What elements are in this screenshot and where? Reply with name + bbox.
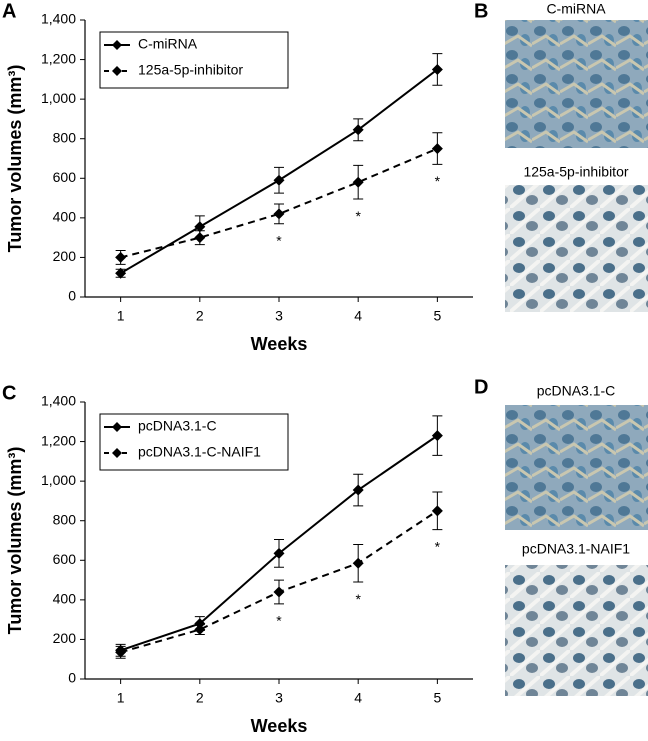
marker (194, 232, 206, 244)
legend-marker (112, 40, 122, 50)
y-tick-label: 1,200 (41, 50, 76, 66)
x-tick-label: 4 (354, 690, 362, 706)
marker (352, 124, 364, 136)
x-tick-label: 3 (275, 690, 283, 706)
x-tick-label: 1 (117, 308, 125, 324)
x-tick-label: 1 (117, 690, 125, 706)
y-tick-label: 0 (68, 288, 76, 304)
marker (352, 557, 364, 569)
image-caption: 125a-5p-inhibitor (523, 164, 628, 180)
x-tick-label: 5 (433, 308, 441, 324)
y-tick-label: 400 (53, 209, 77, 225)
marker (115, 251, 127, 263)
series-line (120, 147, 438, 259)
marker (194, 221, 206, 233)
panel-label: C (2, 382, 16, 404)
legend-marker (112, 66, 122, 76)
marker (431, 143, 443, 155)
panel-label: D (474, 376, 488, 398)
legend-label: pcDNA3.1-C (138, 418, 217, 434)
x-axis-label: Weeks (251, 716, 308, 736)
micrograph (505, 405, 648, 530)
y-tick-label: 1,000 (41, 90, 76, 106)
legend-box (99, 31, 289, 89)
annotation: * (276, 232, 282, 248)
annotation: * (355, 591, 361, 607)
marker (194, 618, 206, 630)
marker (352, 176, 364, 188)
legend-label: 125a-5p-inhibitor (138, 62, 243, 78)
marker (431, 430, 443, 442)
x-tick-label: 5 (433, 690, 441, 706)
y-axis-label: Tumor volumes (mm³) (5, 65, 25, 253)
x-axis-label: Weeks (251, 334, 308, 354)
y-tick-label: 1,000 (41, 472, 76, 488)
image-caption: C-miRNA (546, 1, 606, 17)
micrograph (505, 185, 648, 312)
panel-label: B (474, 0, 488, 22)
annotation: * (355, 208, 361, 224)
panel-label: A (2, 0, 16, 22)
micrograph (505, 20, 648, 148)
y-tick-label: 200 (53, 630, 77, 646)
image-caption: pcDNA3.1-C (537, 383, 616, 399)
y-tick-label: 800 (53, 511, 77, 527)
marker (115, 646, 127, 658)
legend-label: pcDNA3.1-C-NAIF1 (138, 444, 261, 460)
micrograph (505, 565, 648, 696)
marker (273, 586, 285, 598)
x-tick-label: 3 (275, 308, 283, 324)
x-tick-label: 2 (196, 308, 204, 324)
y-tick-label: 400 (53, 591, 77, 607)
y-tick-label: 600 (53, 169, 77, 185)
y-axis-label: Tumor volumes (mm³) (5, 447, 25, 635)
y-tick-label: 800 (53, 129, 77, 145)
y-tick-label: 1,400 (41, 393, 76, 409)
annotation: * (276, 613, 282, 629)
image-caption: pcDNA3.1-NAIF1 (522, 541, 630, 557)
marker (115, 267, 127, 279)
marker (431, 505, 443, 517)
annotation: * (435, 173, 441, 189)
legend-marker (112, 448, 122, 458)
legend-label: C-miRNA (138, 36, 198, 52)
y-tick-label: 200 (53, 248, 77, 264)
legend-marker (112, 422, 122, 432)
y-tick-label: 1,200 (41, 432, 76, 448)
y-tick-label: 0 (68, 670, 76, 686)
marker (273, 174, 285, 186)
y-tick-label: 1,400 (41, 11, 76, 27)
x-tick-label: 4 (354, 308, 362, 324)
marker (194, 624, 206, 636)
legend-box (99, 413, 289, 471)
x-tick-label: 2 (196, 690, 204, 706)
marker (273, 208, 285, 220)
marker (352, 484, 364, 496)
annotation: * (435, 538, 441, 554)
y-tick-label: 600 (53, 551, 77, 567)
marker (431, 63, 443, 75)
marker (273, 547, 285, 559)
